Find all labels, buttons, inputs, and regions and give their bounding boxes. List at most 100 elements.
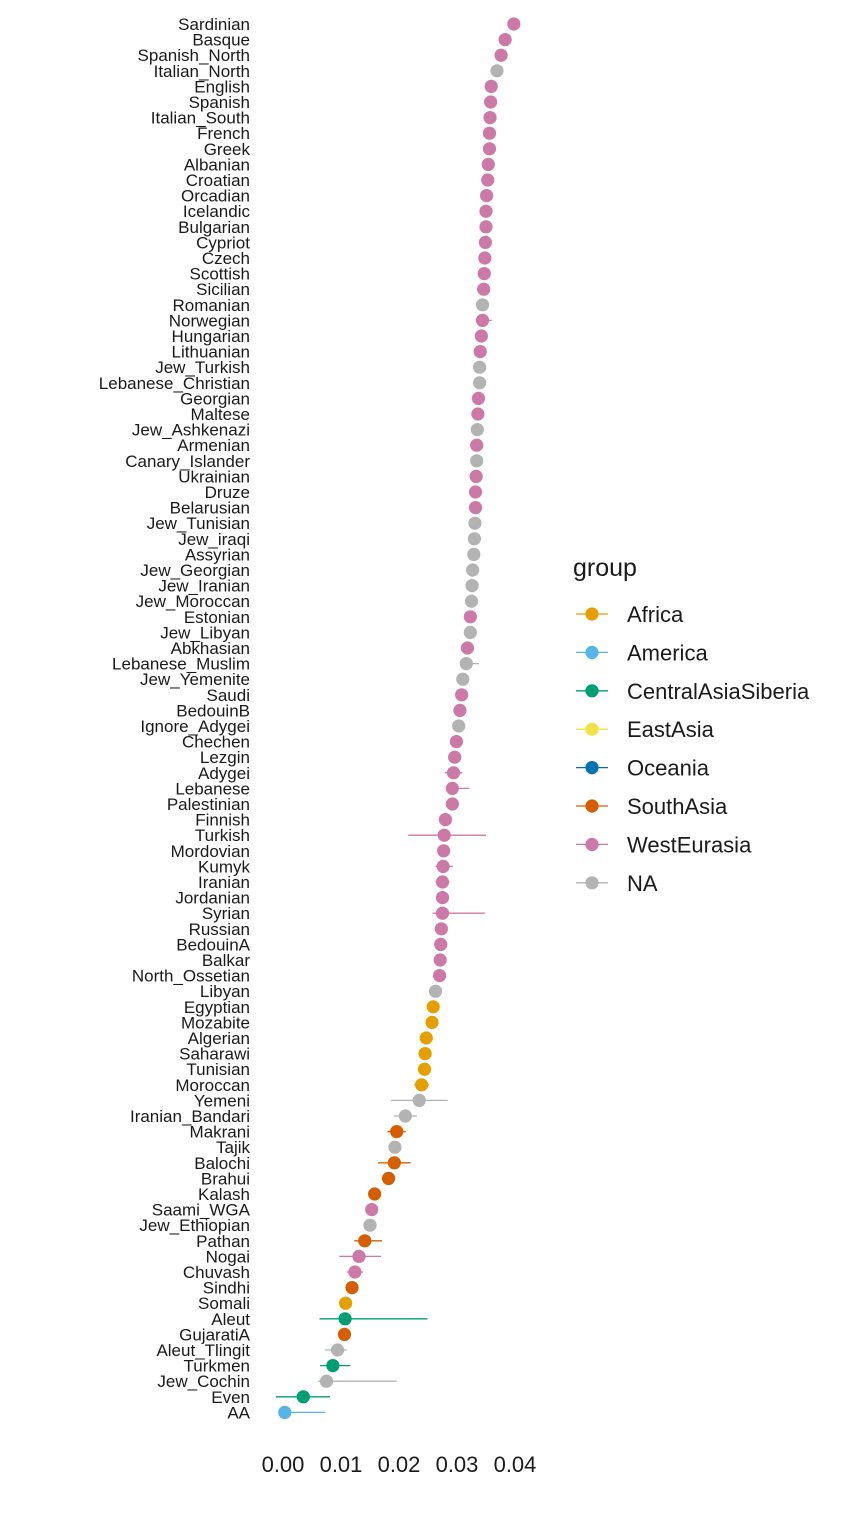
data-point xyxy=(459,657,473,671)
data-point xyxy=(448,750,462,764)
data-point xyxy=(435,906,450,920)
legend-label: WestEurasia xyxy=(627,832,752,857)
legend-key-point xyxy=(585,799,599,813)
category-label: Albanian xyxy=(184,155,250,174)
x-axis: 0.00 0.01 0.02 0.03 0.04 xyxy=(262,1452,537,1477)
data-point xyxy=(484,95,498,109)
data-point xyxy=(460,641,475,655)
category-label: Balkar xyxy=(202,951,251,970)
data-point xyxy=(437,844,451,858)
category-label: Jew_Ashkenazi xyxy=(132,421,250,440)
category-label: Sicilian xyxy=(196,280,250,299)
category-label: Libyan xyxy=(200,982,250,1001)
data-point xyxy=(475,298,490,312)
data-point xyxy=(434,922,448,936)
legend-key-point xyxy=(585,876,599,890)
category-label: Greek xyxy=(204,140,251,159)
category-label: Finnish xyxy=(195,811,250,830)
category-label: Adygei xyxy=(198,764,250,783)
category-label: Jew_Georgian xyxy=(140,561,250,580)
data-point xyxy=(296,1390,310,1404)
category-label: Aleut_Tlingit xyxy=(156,1341,250,1360)
category-label: Georgian xyxy=(180,389,250,408)
category-label: Jew_Libyan xyxy=(160,623,250,642)
data-point xyxy=(475,313,490,327)
data-point xyxy=(468,501,483,515)
category-label: Yemeni xyxy=(194,1091,250,1110)
category-label: Lebanese_Muslim xyxy=(112,655,250,674)
category-label: Tunisian xyxy=(186,1060,250,1079)
data-point xyxy=(463,625,477,640)
category-label: Orcadian xyxy=(181,187,250,206)
data-point xyxy=(498,33,512,47)
legend-key-point xyxy=(585,837,599,852)
data-point xyxy=(428,984,443,998)
category-label: Jew_iraqi xyxy=(178,530,250,549)
category-label: Armenian xyxy=(177,436,250,455)
category-label: Mordovian xyxy=(171,842,250,861)
data-point xyxy=(477,267,491,281)
legend-label: Africa xyxy=(627,602,684,627)
data-point xyxy=(456,672,470,686)
data-point xyxy=(464,594,479,608)
data-point xyxy=(339,1296,353,1310)
data-point xyxy=(426,1000,440,1014)
x-tick-label: 0.03 xyxy=(436,1452,479,1477)
legend-label: EastAsia xyxy=(627,717,715,742)
data-point xyxy=(278,1405,292,1419)
category-label: AA xyxy=(227,1403,250,1422)
data-point xyxy=(433,953,447,967)
data-point xyxy=(455,688,469,702)
data-point xyxy=(446,766,461,780)
data-point xyxy=(482,126,497,140)
category-label: Tajik xyxy=(216,1138,251,1157)
data-point xyxy=(368,1187,382,1201)
category-label: English xyxy=(194,77,250,96)
category-label: Even xyxy=(211,1388,250,1407)
data-point xyxy=(445,797,459,811)
category-label: Iranian_Bandari xyxy=(130,1107,250,1126)
category-label: GujaratiA xyxy=(179,1325,251,1344)
data-point xyxy=(452,719,466,733)
data-point xyxy=(415,1078,429,1092)
category-label: Nogai xyxy=(206,1247,250,1266)
data-point xyxy=(465,579,479,593)
data-point xyxy=(470,423,484,437)
category-label: Jew_Yemenite xyxy=(140,670,250,689)
category-label: Chuvash xyxy=(183,1263,250,1282)
category-label: Maltese xyxy=(190,405,250,424)
data-point xyxy=(387,1156,401,1170)
data-point xyxy=(478,251,492,265)
category-label: Saudi xyxy=(207,686,250,705)
category-label: Abkhasian xyxy=(171,639,250,658)
data-point xyxy=(348,1265,362,1279)
legend-key-point xyxy=(585,722,599,736)
category-label: Norwegian xyxy=(169,311,250,330)
x-tick-label: 0.02 xyxy=(378,1452,421,1477)
category-label: Makrani xyxy=(190,1123,250,1142)
data-point xyxy=(398,1109,412,1123)
data-point xyxy=(388,1140,402,1154)
category-label: Jew_Moroccan xyxy=(136,592,250,611)
legend-label: NA xyxy=(627,871,658,896)
category-label: Kumyk xyxy=(198,857,250,876)
category-label: Druze xyxy=(205,483,250,502)
category-label: Sardinian xyxy=(178,15,250,34)
data-point xyxy=(319,1374,334,1388)
category-label: Italian_South xyxy=(151,109,250,128)
category-label: Aleut xyxy=(211,1310,250,1329)
category-label: BedouinA xyxy=(176,935,250,954)
data-point xyxy=(436,859,450,874)
category-label: Saharawi xyxy=(179,1045,250,1064)
data-point xyxy=(338,1312,352,1326)
category-label: Romanian xyxy=(173,296,251,315)
category-label: Lithuanian xyxy=(172,343,250,362)
data-point xyxy=(483,111,497,125)
data-point xyxy=(479,204,493,218)
category-label: Scottish xyxy=(190,265,250,284)
category-label: Spanish xyxy=(189,93,250,112)
plot-area xyxy=(276,17,521,1419)
category-label: Pathan xyxy=(196,1232,250,1251)
category-label: Ignore_Adygei xyxy=(140,717,250,736)
